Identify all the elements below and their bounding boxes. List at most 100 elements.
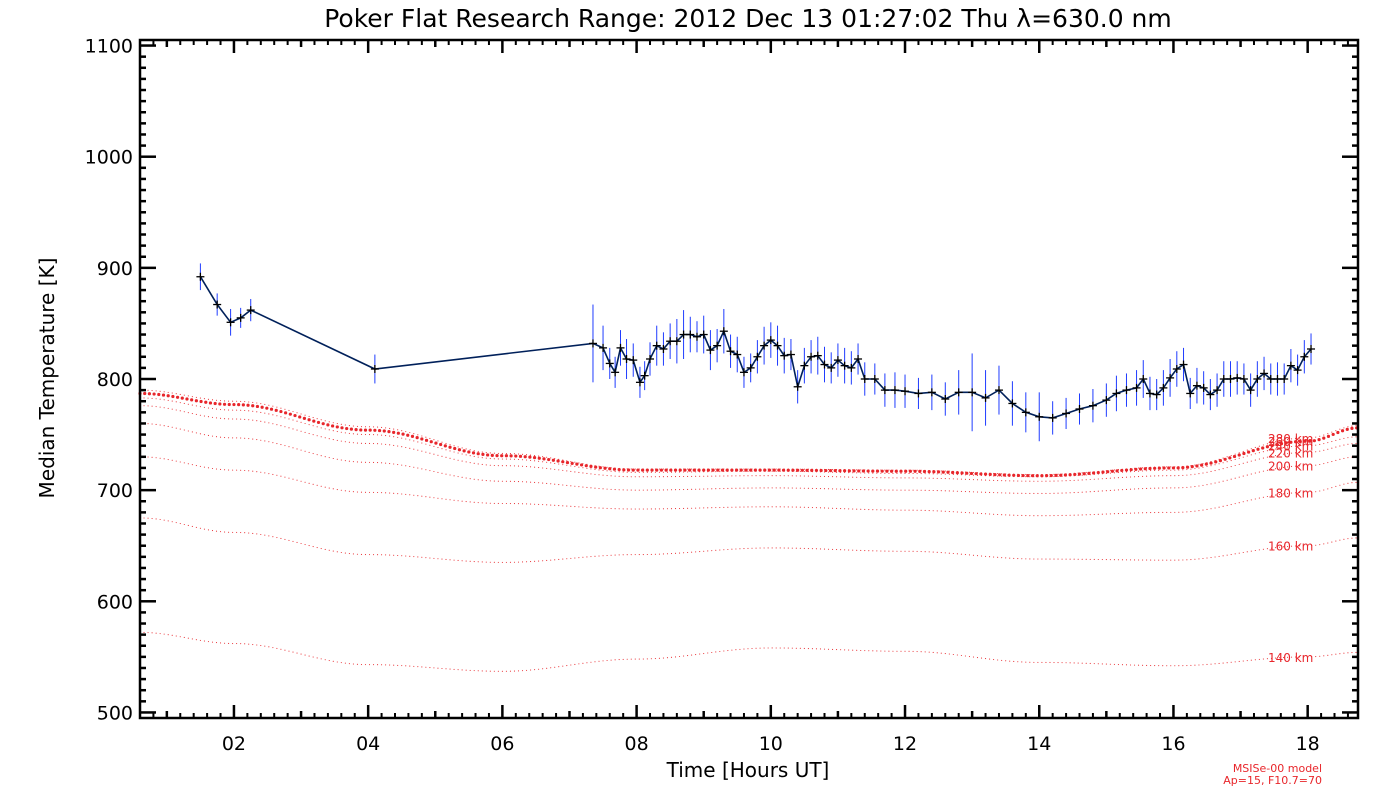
model-point <box>1350 426 1354 430</box>
model-point <box>152 392 156 396</box>
model-point <box>1347 538 1349 540</box>
model-point <box>385 554 387 556</box>
model-point <box>691 654 693 656</box>
model-point <box>880 550 882 552</box>
model-point <box>389 444 391 446</box>
model-point <box>775 506 777 508</box>
model-point <box>1001 480 1003 482</box>
model-point <box>1061 662 1063 664</box>
model-point <box>678 655 681 658</box>
model-point <box>646 476 648 478</box>
model-point <box>904 509 906 511</box>
model-point <box>1351 537 1353 539</box>
model-point <box>1178 469 1180 471</box>
model-point <box>521 561 524 563</box>
model-point <box>1226 554 1228 556</box>
model-point <box>767 475 769 477</box>
model-point <box>437 558 439 560</box>
model-point <box>856 549 858 551</box>
model-point <box>1025 473 1027 476</box>
model-point <box>833 469 837 473</box>
model-point <box>803 475 805 477</box>
model-point <box>276 424 278 426</box>
model-point <box>457 500 459 502</box>
model-point <box>1315 464 1317 466</box>
model-point <box>827 507 830 509</box>
model-point <box>1069 558 1071 560</box>
model-point <box>1096 470 1100 475</box>
model-point <box>852 472 854 474</box>
model-point <box>1138 664 1140 666</box>
model-point <box>687 655 689 657</box>
model-point <box>1222 505 1224 507</box>
model-point <box>1339 438 1341 440</box>
data-point <box>1172 364 1181 373</box>
model-point <box>207 467 209 469</box>
model-point <box>1234 458 1236 461</box>
model-point <box>1113 513 1115 515</box>
model-point <box>1065 480 1067 482</box>
model-point <box>727 468 729 470</box>
model-point <box>622 489 624 491</box>
model-point <box>183 402 185 405</box>
model-point <box>1242 475 1244 477</box>
model-point <box>594 555 596 557</box>
model-point <box>248 470 250 472</box>
model-point <box>437 497 439 499</box>
model-point <box>328 660 330 662</box>
model-point <box>1303 465 1305 467</box>
model-point <box>1013 473 1015 475</box>
model-point <box>183 462 185 464</box>
model-point <box>256 402 258 404</box>
model-point <box>433 667 435 669</box>
model-point <box>332 550 334 552</box>
model-point <box>538 668 540 670</box>
data-point <box>981 393 990 402</box>
altitude-label-180-km: 180 km <box>1268 486 1313 500</box>
model-point <box>356 433 358 435</box>
model-point <box>683 468 687 472</box>
model-point <box>304 431 306 433</box>
model-point <box>518 454 523 458</box>
model-point <box>219 417 222 419</box>
model-point <box>570 664 572 666</box>
data-point <box>226 318 235 327</box>
model-point <box>739 468 741 470</box>
model-point <box>336 661 338 663</box>
model-point <box>1089 558 1091 560</box>
model-point <box>646 508 648 510</box>
model-point <box>240 469 242 471</box>
model-point <box>453 445 455 447</box>
model-point <box>787 487 789 489</box>
model-point <box>425 666 427 668</box>
model-point <box>528 455 532 459</box>
temperature-line <box>199 276 1312 419</box>
model-point <box>940 652 942 654</box>
model-point <box>429 440 433 444</box>
model-point <box>264 645 266 647</box>
model-point <box>1093 513 1095 516</box>
model-point <box>190 398 194 402</box>
model-point <box>171 408 173 410</box>
model-point <box>155 423 157 426</box>
model-point <box>823 507 826 509</box>
model-point <box>1150 466 1152 468</box>
model-point <box>811 548 813 550</box>
model-point <box>711 468 713 470</box>
model-point <box>786 468 790 472</box>
model-point <box>1319 450 1321 452</box>
model-point <box>1355 481 1357 483</box>
model-point <box>151 517 153 520</box>
model-point <box>771 487 773 489</box>
model-point <box>421 556 423 558</box>
model-point <box>525 466 528 468</box>
model-point <box>485 561 487 563</box>
model-point <box>1206 557 1208 559</box>
model-point <box>340 662 342 664</box>
model-point <box>429 470 431 472</box>
model-point <box>1327 448 1329 450</box>
model-point <box>1049 492 1051 494</box>
model-point <box>1059 473 1063 477</box>
model-point <box>1198 664 1200 666</box>
model-point <box>924 551 926 553</box>
